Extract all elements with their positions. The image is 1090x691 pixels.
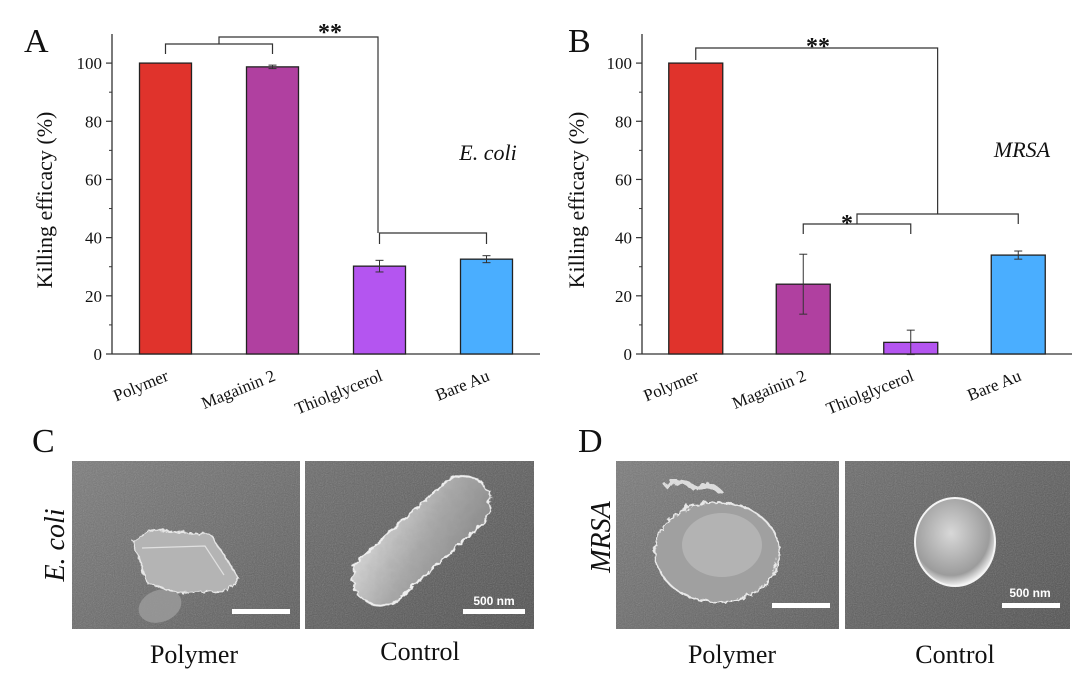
chart-b-ytick-label: 40 — [615, 229, 632, 248]
chart-a-ytick-label: 0 — [94, 345, 103, 364]
chart-b-ytick-label: 100 — [607, 54, 633, 73]
chart-a-bracket-left — [164, 43, 274, 54]
sem-c-polymer-scale-bar — [232, 609, 290, 614]
panel-letter-d: D — [578, 423, 603, 460]
sem-d-left-caption: Polymer — [688, 640, 776, 669]
chart-b-xtick-label-0: Polymer — [641, 366, 702, 405]
sem-d-control-scale-bar — [1002, 603, 1060, 608]
chart-b: 0 20 40 60 80 100 Killing efficacy (%) Polymer M… — [564, 34, 1072, 418]
sem-c-scale-label: 500 nm — [473, 594, 514, 608]
chart-b-ytick-label: 0 — [624, 345, 633, 364]
chart-a-ytick-label: 100 — [77, 54, 103, 73]
chart-a-ytick-label: 60 — [85, 170, 102, 189]
chart-b-errorbar-3 — [1014, 250, 1023, 260]
chart-a-significance-label: ** — [318, 20, 342, 46]
chart-b-ytick-label: 80 — [615, 112, 632, 131]
chart-a-bracket-top — [218, 36, 379, 233]
chart-a: 0 20 40 60 80 100 Killing efficacy (%) Polymer M… — [32, 20, 540, 418]
chart-b-errorbar-2 — [906, 329, 915, 356]
sem-d-polymer-scale-bar — [772, 603, 830, 608]
chart-b-bar-3 — [990, 254, 1046, 355]
panel-letter-a: A — [24, 23, 49, 60]
chart-b-xtick-label-1: Magainin 2 — [729, 366, 808, 413]
chart-a-bar-0 — [138, 62, 193, 355]
sem-d-control-image: 500 nm — [845, 461, 1070, 629]
sem-d-side-label: MRSA — [586, 500, 617, 573]
chart-a-bar-3 — [459, 258, 514, 355]
chart-a-bar-1 — [245, 66, 300, 355]
panel-letter-b: B — [568, 23, 591, 60]
chart-a-bar-2 — [352, 265, 407, 355]
chart-b-bar-0 — [668, 62, 724, 355]
chart-b-ytick-label: 20 — [615, 287, 632, 306]
chart-b-errorbar-1 — [799, 253, 808, 315]
chart-a-ytick-label: 80 — [85, 112, 102, 131]
sem-panel-c: E. coli 500 nm Polymer Control — [40, 461, 534, 669]
chart-b-significance-label-2: ** — [806, 34, 830, 60]
chart-b-significance-label-1: * — [841, 211, 853, 237]
chart-a-xtick-label-3: Bare Au — [433, 366, 493, 405]
sem-c-left-caption: Polymer — [150, 640, 238, 669]
chart-a-errorbar-3 — [482, 255, 491, 264]
chart-a-organism-label: E. coli — [458, 140, 516, 165]
chart-b-ytick-label: 60 — [615, 170, 632, 189]
chart-b-bracket-small — [802, 223, 912, 234]
sem-d-scale-label: 500 nm — [1009, 586, 1050, 600]
chart-b-bracket-mid — [856, 213, 1019, 224]
chart-b-xtick-label-3: Bare Au — [965, 366, 1025, 405]
sem-c-right-caption: Control — [380, 637, 459, 666]
chart-b-bracket-top — [695, 47, 939, 214]
chart-b-ylabel: Killing efficacy (%) — [564, 112, 589, 289]
chart-a-ytick-label: 40 — [85, 229, 102, 248]
chart-b-organism-label: MRSA — [993, 137, 1051, 162]
sem-c-polymer-image — [72, 461, 300, 629]
sem-c-side-label: E. coli — [40, 508, 71, 582]
chart-a-xtick-label-1: Magainin 2 — [199, 366, 278, 413]
sem-c-control-scale-bar — [463, 609, 525, 614]
chart-a-ytick-label: 20 — [85, 287, 102, 306]
chart-a-xtick-label-2: Thiolglycerol — [292, 366, 385, 418]
chart-a-xtick-label-0: Polymer — [110, 366, 171, 405]
panel-letter-c: C — [32, 423, 55, 460]
chart-a-bracket-right — [378, 232, 488, 244]
sem-d-right-caption: Control — [915, 640, 994, 669]
chart-a-ylabel: Killing efficacy (%) — [32, 112, 57, 289]
sem-panel-d: MRSA 500 nm Polymer Control — [586, 461, 1070, 669]
chart-a-errorbar-2 — [375, 259, 384, 273]
sem-c-control-image: 500 nm — [305, 461, 534, 629]
chart-b-xtick-label-2: Thiolglycerol — [823, 366, 916, 418]
chart-a-errorbar-1 — [268, 64, 277, 70]
sem-d-polymer-image — [616, 461, 839, 629]
